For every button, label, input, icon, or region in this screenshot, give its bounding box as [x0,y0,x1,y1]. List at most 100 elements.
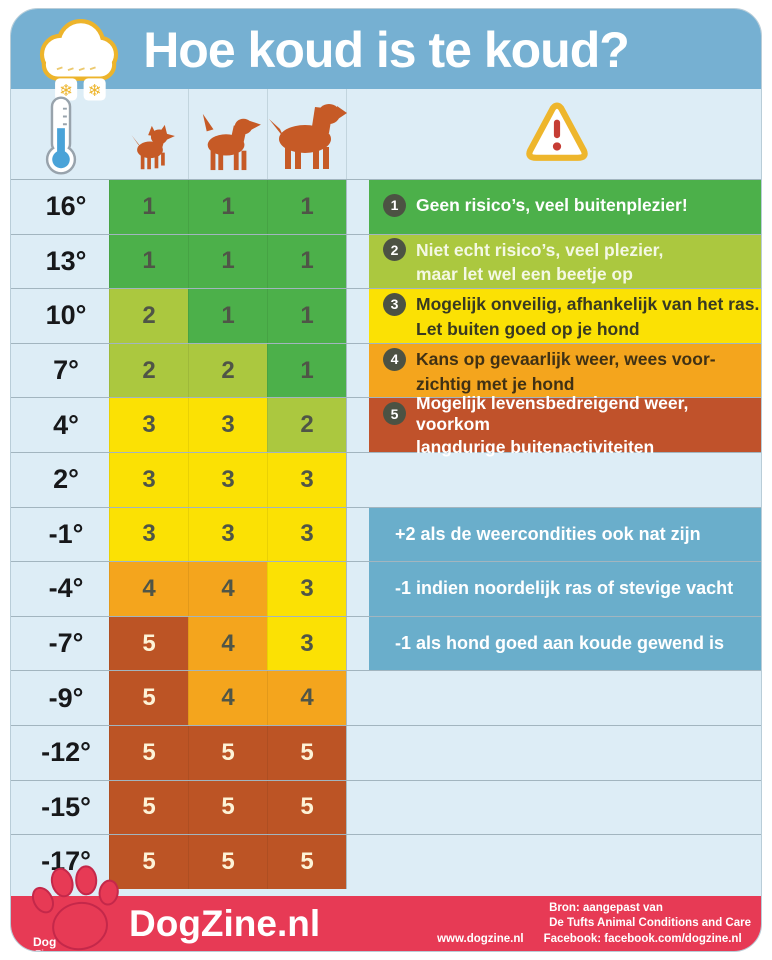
table-row: 10° 2 1 1 3 Mogelijk onveilig, afhankelij… [11,288,761,343]
spacer [346,507,369,562]
source-info: Bron: aangepast van De Tufts Animal Cond… [437,901,751,948]
spacer [346,180,369,234]
legend-number-badge: 4 [383,347,406,371]
risk-cell-small-dog: 3 [109,452,188,507]
table-row: -12° 5 5 5 [11,724,761,780]
legend-text-line2: Let buiten goed op je hond [416,318,640,339]
legend-number-badge: 2 [383,238,406,262]
risk-cell-medium-dog: 4 [188,562,267,616]
risk-cell-small-dog: 5 [109,835,188,889]
table-row: -9° 5 4 4 [11,670,761,725]
risk-cell-small-dog: 5 [109,616,188,671]
source-line-1: Bron: aangepast van [549,901,663,914]
risk-cell-small-dog: 3 [109,507,188,562]
svg-text:❄: ❄ [59,81,73,100]
table-row: -1° 3 3 3 +2 als de weercondities ook na… [11,506,761,562]
source-line-2: De Tufts Animal Conditions and Care [549,917,751,930]
facebook-url: Facebook: facebook.com/dogzine.nl [543,932,742,945]
risk-cell-large-dog: 3 [267,507,346,562]
temperature-label: -7° [48,628,84,659]
table-row: 13° 1 1 1 2 Niet echt risico’s, veel plez… [11,233,761,289]
risk-cell-large-dog: 3 [267,616,346,671]
legend-item-1: 1 Geen risico’s, veel buitenplezier! [369,180,761,234]
risk-cell-small-dog: 2 [109,289,188,343]
brand-name: DogZine.nl [129,903,321,945]
table-row: 4° 3 3 2 5 Mogelijk levensbedreigend weer… [11,393,761,457]
empty-side-cell [369,671,761,725]
legend-item-5: 5 Mogelijk levensbedreigend weer, voorkom… [369,393,761,457]
risk-cell-large-dog: 1 [267,343,346,398]
spacer [346,671,369,725]
temperature-label: -15° [41,791,91,822]
legend-number-badge: 1 [383,193,406,217]
cloud-snow-icon: ❄ ❄ [39,19,119,101]
legend-text: Geen risico’s, veel buitenplezier! [416,195,688,216]
risk-table: 16° 1 1 1 1 Geen risico’s, veel buitenple… [11,179,761,889]
large-dog-icon [269,104,347,169]
risk-cell-medium-dog: 4 [188,671,267,725]
legend-item-3: 3 Mogelijk onveilig, afhankelijk van het … [369,289,761,343]
spacer [346,725,369,780]
risk-cell-large-dog: 3 [267,562,346,616]
temperature-label: -12° [41,737,91,768]
legend-text: Kans op gevaarlijk weer, wees voor- [416,348,716,369]
table-row: 7° 2 2 1 4 Kans op gevaarlijk weer, wees … [11,342,761,398]
temperature-label: 4° [53,409,79,440]
note-cold-accustomed: -1 als hond goed aan koude gewend is [369,616,761,671]
temperature-label: -1° [48,518,84,549]
empty-side-cell [369,453,761,507]
table-row: 16° 1 1 1 1 Geen risico’s, veel buitenple… [11,179,761,234]
risk-cell-medium-dog: 2 [188,343,267,398]
spacer [346,835,369,889]
website-url: www.dogzine.nl [437,932,524,945]
legend-item-4: 4 Kans op gevaarlijk weer, wees voor- zic… [369,343,761,398]
temperature-label: 16° [45,191,87,222]
risk-cell-small-dog: 4 [109,562,188,616]
legend-text: Niet echt risico’s, veel plezier, [416,239,664,260]
spacer [346,343,369,398]
footer: Dog Zine DogZine.nl Bron: aangepast van … [11,865,761,952]
svg-text:❄: ❄ [88,81,102,100]
risk-cell-large-dog: 3 [267,452,346,507]
risk-cell-small-dog: 1 [109,180,188,234]
spacer [346,616,369,671]
risk-cell-small-dog: 1 [109,234,188,289]
empty-side-cell [369,781,761,835]
temperature-label: 2° [53,464,79,495]
risk-cell-medium-dog: 3 [188,507,267,562]
legend-text-line2: langdurige buitenactiviteiten [416,436,655,457]
risk-cell-small-dog: 3 [109,398,188,452]
medium-dog-icon [202,113,261,171]
legend-number-badge: 3 [383,292,406,316]
spacer [346,452,369,507]
empty-side-cell [369,726,761,780]
table-row: 2° 3 3 3 [11,451,761,507]
risk-cell-medium-dog: 1 [188,180,267,234]
risk-cell-medium-dog: 3 [188,398,267,452]
table-row: -4° 4 4 3 -1 indien noordelijk ras of st… [11,561,761,616]
legend-text: Mogelijk levensbedreigend weer, voorkom [416,393,689,434]
logo-text: Zine [35,949,56,952]
spacer [346,562,369,616]
risk-cell-large-dog: 1 [267,180,346,234]
infographic-card: Hoe koud is te koud? ❄ ❄ [10,8,762,952]
empty-side-cell [369,835,761,889]
warning-triangle-icon [526,102,588,161]
column-icon-row [11,89,761,179]
risk-cell-small-dog: 5 [109,671,188,725]
temperature-label: -4° [48,573,84,604]
risk-cell-medium-dog: 5 [188,780,267,835]
risk-cell-small-dog: 5 [109,780,188,835]
spacer [346,780,369,835]
column-divider [346,89,347,179]
legend-number-badge: 5 [383,402,406,426]
risk-cell-medium-dog: 1 [188,234,267,289]
legend-text: Mogelijk onveilig, afhankelijk van het r… [416,294,760,315]
temperature-label: 10° [45,300,87,331]
note-northern-breed: -1 indien noordelijk ras of stevige vach… [369,562,761,616]
risk-cell-large-dog: 1 [267,234,346,289]
column-divider [188,89,189,179]
column-divider [267,89,268,179]
risk-cell-large-dog: 2 [267,398,346,452]
legend-text-line2: zichtig met je hond [416,373,575,394]
